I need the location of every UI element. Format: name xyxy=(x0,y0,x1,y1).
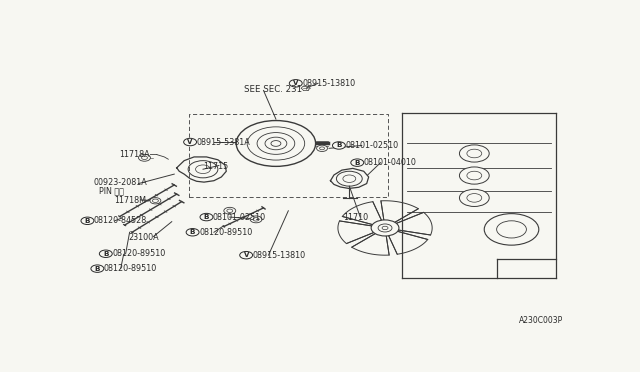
Circle shape xyxy=(186,228,199,236)
Text: PIN ピン: PIN ピン xyxy=(99,186,124,195)
Circle shape xyxy=(81,217,94,225)
Circle shape xyxy=(460,167,489,184)
Circle shape xyxy=(460,189,489,206)
Text: 11710: 11710 xyxy=(343,214,368,222)
Text: 08120-89510: 08120-89510 xyxy=(112,249,166,258)
Circle shape xyxy=(138,154,150,161)
Text: B: B xyxy=(204,214,209,220)
Text: 08101-04010: 08101-04010 xyxy=(364,158,417,167)
Circle shape xyxy=(224,207,236,214)
Circle shape xyxy=(184,138,196,146)
Text: 08120-89510: 08120-89510 xyxy=(199,228,252,237)
Text: 11718M: 11718M xyxy=(114,196,146,205)
Text: 08915-13810: 08915-13810 xyxy=(302,79,355,88)
Text: B: B xyxy=(336,142,342,148)
Text: B: B xyxy=(355,160,360,166)
Text: V: V xyxy=(188,139,193,145)
Text: B: B xyxy=(103,251,109,257)
Text: V: V xyxy=(243,252,249,258)
Text: 23100A: 23100A xyxy=(129,234,159,243)
Text: 08101-02510: 08101-02510 xyxy=(346,141,399,150)
Circle shape xyxy=(332,142,346,149)
Circle shape xyxy=(371,220,399,236)
Text: 08120-89510: 08120-89510 xyxy=(104,264,157,273)
Text: B: B xyxy=(95,266,100,272)
Circle shape xyxy=(484,214,539,245)
Circle shape xyxy=(250,216,262,223)
Text: 08101-02510: 08101-02510 xyxy=(213,212,266,222)
Text: SEE SEC. 231: SEE SEC. 231 xyxy=(244,84,302,93)
Text: B: B xyxy=(190,229,195,235)
Circle shape xyxy=(236,121,316,166)
Circle shape xyxy=(240,251,253,259)
Text: 08915-5381A: 08915-5381A xyxy=(196,138,250,147)
Text: 11718A—: 11718A— xyxy=(118,150,157,158)
Text: B: B xyxy=(84,218,90,224)
Circle shape xyxy=(91,265,104,272)
Text: 00923-2081A: 00923-2081A xyxy=(94,178,148,187)
Circle shape xyxy=(460,145,489,162)
Circle shape xyxy=(317,145,328,151)
Text: 11715: 11715 xyxy=(203,162,228,171)
Text: 08120-84528: 08120-84528 xyxy=(94,216,147,225)
Text: V: V xyxy=(293,80,298,86)
Circle shape xyxy=(150,198,161,204)
Text: A230C003P: A230C003P xyxy=(519,316,564,325)
Circle shape xyxy=(99,250,112,257)
Circle shape xyxy=(200,214,213,221)
Circle shape xyxy=(351,159,364,166)
Circle shape xyxy=(289,80,302,87)
Text: 08915-13810: 08915-13810 xyxy=(253,251,306,260)
